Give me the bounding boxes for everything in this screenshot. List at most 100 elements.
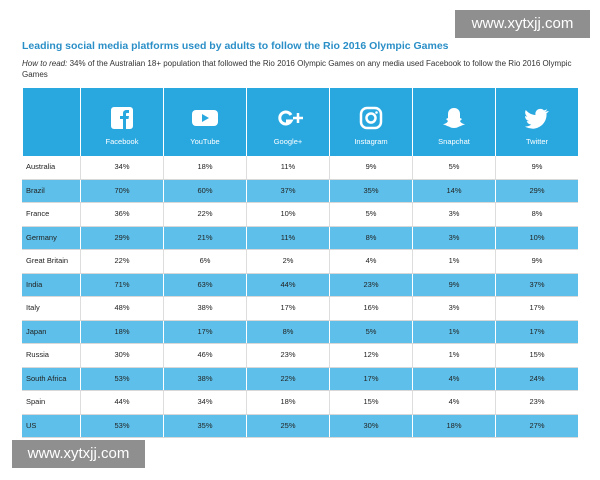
table-cell: 70% <box>80 179 163 202</box>
row-header: Italy <box>26 303 40 312</box>
column-header: YouTube <box>190 137 220 146</box>
table-cell: 29% <box>80 226 163 249</box>
row-header: France <box>26 209 50 218</box>
header-cell <box>22 88 80 156</box>
table-cell: 17% <box>246 297 329 320</box>
table-cell: 17% <box>329 367 412 390</box>
row-header: US <box>26 420 37 430</box>
table-cell: 35% <box>329 179 412 202</box>
row-header: Australia <box>26 162 56 171</box>
table-row: Italy 48% 38% 17% 16% 3% 17% <box>22 297 578 321</box>
row-header: South Africa <box>26 373 67 383</box>
table-cell: 11% <box>246 156 329 179</box>
table-cell: 5% <box>329 203 412 226</box>
row-header: Spain <box>26 397 46 406</box>
row-header: Japan <box>26 326 47 336</box>
table-row: Japan 18% 17% 8% 5% 1% 17% <box>22 320 578 344</box>
table-cell: 38% <box>163 367 246 390</box>
table-cell: 1% <box>412 250 495 273</box>
table-cell: 6% <box>163 250 246 273</box>
table-cell: 23% <box>495 391 578 414</box>
table-cell: 4% <box>412 391 495 414</box>
column-header: Twitter <box>525 137 549 146</box>
table-cell: 36% <box>80 203 163 226</box>
snapchat-icon <box>443 108 465 128</box>
table-cell: 37% <box>495 273 578 296</box>
table-row: Brazil 70% 60% 37% 35% 14% 29% <box>22 179 578 203</box>
table-cell: 34% <box>80 156 163 179</box>
row-header: Russia <box>26 350 49 359</box>
table-cell: 30% <box>80 344 163 367</box>
table: Facebook YouTube Google+ Instagram Snapc… <box>22 88 578 438</box>
column-header: Snapchat <box>438 137 470 146</box>
table-row: Germany 29% 21% 11% 8% 3% 10% <box>22 226 578 250</box>
table-cell: 3% <box>412 203 495 226</box>
table-cell: 21% <box>163 226 246 249</box>
row-header: Germany <box>26 232 57 242</box>
table-cell: 10% <box>495 226 578 249</box>
header-cell: Facebook <box>80 88 163 156</box>
instagram-icon <box>359 106 383 130</box>
row-header: India <box>26 279 43 289</box>
table-cell: 46% <box>163 344 246 367</box>
table-cell: 44% <box>246 273 329 296</box>
table-cell: 2% <box>246 250 329 273</box>
how-to-read-text: 34% of the Australian 18+ population tha… <box>22 59 572 79</box>
header-row: Facebook YouTube Google+ Instagram Snapc… <box>22 88 578 156</box>
table-cell: 22% <box>163 203 246 226</box>
table-cell: 1% <box>412 344 495 367</box>
table-cell: 23% <box>246 344 329 367</box>
column-header: Instagram <box>354 137 388 146</box>
table-cell: 71% <box>80 273 163 296</box>
table-cell: 3% <box>412 297 495 320</box>
table-cell: 18% <box>163 156 246 179</box>
table-cell: 9% <box>412 273 495 296</box>
how-to-read: How to read: 34% of the Australian 18+ p… <box>22 58 578 80</box>
table-row: Spain 44% 34% 18% 15% 4% 23% <box>22 391 578 415</box>
header-cell: Instagram <box>329 88 412 156</box>
table-cell: 11% <box>246 226 329 249</box>
youtube-icon <box>192 110 218 126</box>
table-cell: 9% <box>495 156 578 179</box>
header-cell: YouTube <box>163 88 246 156</box>
table-cell: 18% <box>80 320 163 343</box>
table-cell: 63% <box>163 273 246 296</box>
table-cell: 35% <box>163 414 246 437</box>
table-cell: 17% <box>495 297 578 320</box>
table-cell: 15% <box>329 391 412 414</box>
table-row: India 71% 63% 44% 23% 9% 37% <box>22 273 578 297</box>
table-cell: 15% <box>495 344 578 367</box>
header-cell: Google+ <box>246 88 329 156</box>
table-cell: 60% <box>163 179 246 202</box>
table-cell: 22% <box>246 367 329 390</box>
table-cell: 9% <box>495 250 578 273</box>
table-cell: 18% <box>412 414 495 437</box>
table-cell: 25% <box>246 414 329 437</box>
table-cell: 8% <box>329 226 412 249</box>
watermark: www.xytxjj.com <box>12 440 145 468</box>
table-cell: 12% <box>329 344 412 367</box>
header-cell: Snapchat <box>412 88 495 156</box>
header-cell: Twitter <box>495 88 578 156</box>
table-row: France 36% 22% 10% 5% 3% 8% <box>22 203 578 227</box>
table-row: Australia 34% 18% 11% 9% 5% 9% <box>22 156 578 180</box>
table-cell: 22% <box>80 250 163 273</box>
table-cell: 1% <box>412 320 495 343</box>
table-cell: 48% <box>80 297 163 320</box>
table-cell: 9% <box>329 156 412 179</box>
table-cell: 30% <box>329 414 412 437</box>
table-cell: 29% <box>495 179 578 202</box>
table-cell: 53% <box>80 367 163 390</box>
table-cell: 10% <box>246 203 329 226</box>
title: Leading social media platforms used by a… <box>22 40 449 52</box>
google-plus-icon <box>278 110 303 126</box>
table-row: US 53% 35% 25% 30% 18% 27% <box>22 414 578 438</box>
table-cell: 44% <box>80 391 163 414</box>
table-cell: 8% <box>246 320 329 343</box>
column-header: Facebook <box>105 137 139 146</box>
table-cell: 23% <box>329 273 412 296</box>
watermark: www.xytxjj.com <box>455 10 590 38</box>
twitter-icon <box>525 108 549 129</box>
table-cell: 16% <box>329 297 412 320</box>
